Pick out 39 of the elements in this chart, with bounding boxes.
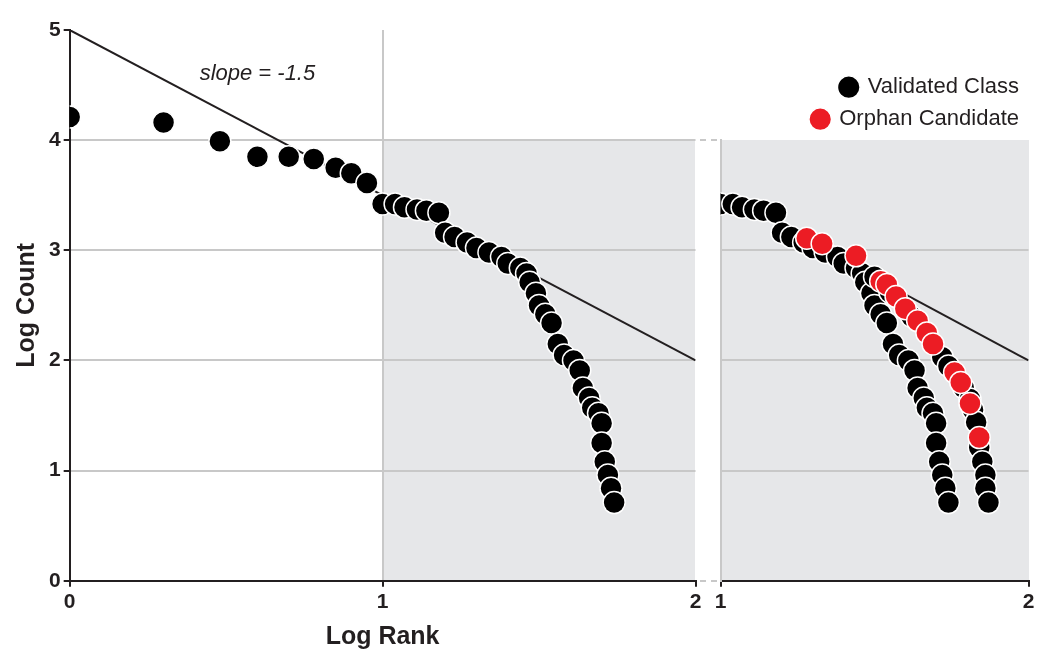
- point: [924, 431, 948, 455]
- point: [427, 201, 451, 225]
- x-tick-label: 2: [1022, 589, 1035, 613]
- point: [208, 129, 232, 154]
- point: [921, 332, 945, 356]
- point: [976, 490, 1001, 515]
- x-tick-label: 2: [689, 589, 702, 613]
- y-tick-label: 0: [48, 567, 61, 591]
- y-tick-label: 1: [48, 457, 61, 481]
- point: [589, 411, 614, 436]
- point: [355, 171, 379, 195]
- x-tick-label: 0: [63, 589, 76, 613]
- point: [245, 144, 270, 169]
- point: [958, 391, 982, 416]
- point: [276, 144, 301, 169]
- point: [602, 490, 626, 515]
- x-tick-label: 1: [714, 589, 727, 613]
- point: [948, 370, 973, 395]
- point: [924, 411, 948, 436]
- y-tick-label: 5: [48, 16, 61, 40]
- y-tick-label: 4: [48, 126, 61, 150]
- point: [302, 147, 326, 171]
- x-axis-title: Log Rank: [325, 620, 440, 649]
- legend-label: Orphan Candidate: [839, 105, 1019, 131]
- point: [844, 244, 868, 268]
- point: [539, 311, 564, 335]
- point: [151, 110, 176, 135]
- annotation: slope = -1.5: [199, 60, 316, 86]
- point: [936, 490, 961, 515]
- y-tick-label: 3: [48, 237, 61, 261]
- point: [589, 431, 614, 455]
- y-axis-title: Log Count: [10, 242, 39, 368]
- y-tick-label: 2: [48, 347, 61, 371]
- point: [875, 311, 899, 335]
- point: [967, 425, 991, 450]
- point: [764, 201, 788, 225]
- legend-label: Validated Class: [867, 73, 1020, 99]
- point: [810, 231, 834, 256]
- x-tick-label: 1: [376, 589, 389, 613]
